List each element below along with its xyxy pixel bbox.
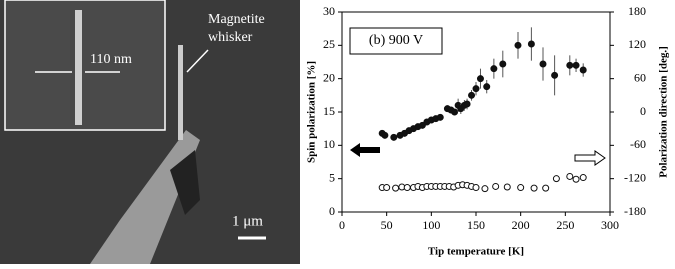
inset-label: 110 nm	[90, 52, 132, 67]
point	[540, 61, 546, 67]
x-tick-label: 300	[601, 218, 619, 232]
point	[384, 185, 390, 191]
point	[493, 183, 499, 189]
x-tick-label: 50	[381, 218, 393, 232]
point	[518, 185, 524, 191]
point	[393, 185, 399, 191]
y-tick-label: 0	[329, 204, 335, 218]
point	[473, 86, 479, 92]
y-tick-label: 15	[323, 104, 335, 118]
point	[580, 67, 586, 73]
point	[491, 66, 497, 72]
point	[477, 76, 483, 82]
y2-axis-label: Polarization direction [deg.]	[658, 46, 670, 177]
whisker	[178, 45, 183, 140]
x-axis-label: Tip temperature [K]	[428, 246, 524, 258]
point	[452, 109, 458, 115]
y2-tick-label: -180	[624, 204, 646, 218]
annotation: Magnetite	[208, 12, 265, 27]
point	[531, 185, 537, 191]
point	[573, 176, 579, 182]
x-tick-label: 0	[339, 218, 345, 232]
x-tick-label: 150	[467, 218, 485, 232]
y-axis-label: Spin polarization [%]	[306, 61, 318, 163]
y2-tick-label: 60	[634, 70, 646, 84]
point	[464, 101, 470, 107]
inset	[5, 0, 165, 130]
y2-tick-label: 180	[628, 4, 646, 18]
y2-tick-label: -60	[630, 137, 646, 151]
annotation: whisker	[208, 30, 253, 45]
x-tick-label: 100	[422, 218, 440, 232]
y-tick-label: 25	[323, 37, 335, 51]
figure: 110 nm Magnetite whisker 1 μm (b) 900 V …	[0, 0, 675, 264]
point	[437, 114, 443, 120]
x-tick-label: 250	[556, 218, 574, 232]
point	[573, 62, 579, 68]
point	[482, 186, 488, 192]
point	[543, 185, 549, 191]
point	[382, 132, 388, 138]
point	[515, 42, 521, 48]
left-axis-arrow	[350, 143, 380, 157]
point	[528, 41, 534, 47]
point	[404, 185, 410, 191]
scale-label: 1 μm	[232, 213, 263, 229]
point	[484, 84, 490, 90]
right-axis-arrow	[575, 151, 605, 165]
point	[500, 61, 506, 67]
point	[504, 184, 510, 190]
point	[473, 185, 479, 191]
point	[580, 175, 586, 181]
chart-annotation: (b) 900 V	[369, 33, 423, 48]
y-tick-label: 20	[323, 70, 335, 84]
sem-image: 110 nm Magnetite whisker 1 μm	[0, 0, 300, 264]
inset-whisker	[75, 10, 82, 125]
point	[391, 134, 397, 140]
point	[567, 173, 573, 179]
point	[469, 92, 475, 98]
y2-tick-label: 120	[628, 37, 646, 51]
point	[552, 72, 558, 78]
y-tick-label: 10	[323, 137, 335, 151]
y2-tick-label: -120	[624, 170, 646, 184]
point	[567, 62, 573, 68]
point	[553, 176, 559, 182]
y-tick-label: 30	[323, 4, 335, 18]
x-tick-label: 200	[512, 218, 530, 232]
y-tick-label: 5	[329, 170, 335, 184]
y2-tick-label: 0	[640, 104, 646, 118]
